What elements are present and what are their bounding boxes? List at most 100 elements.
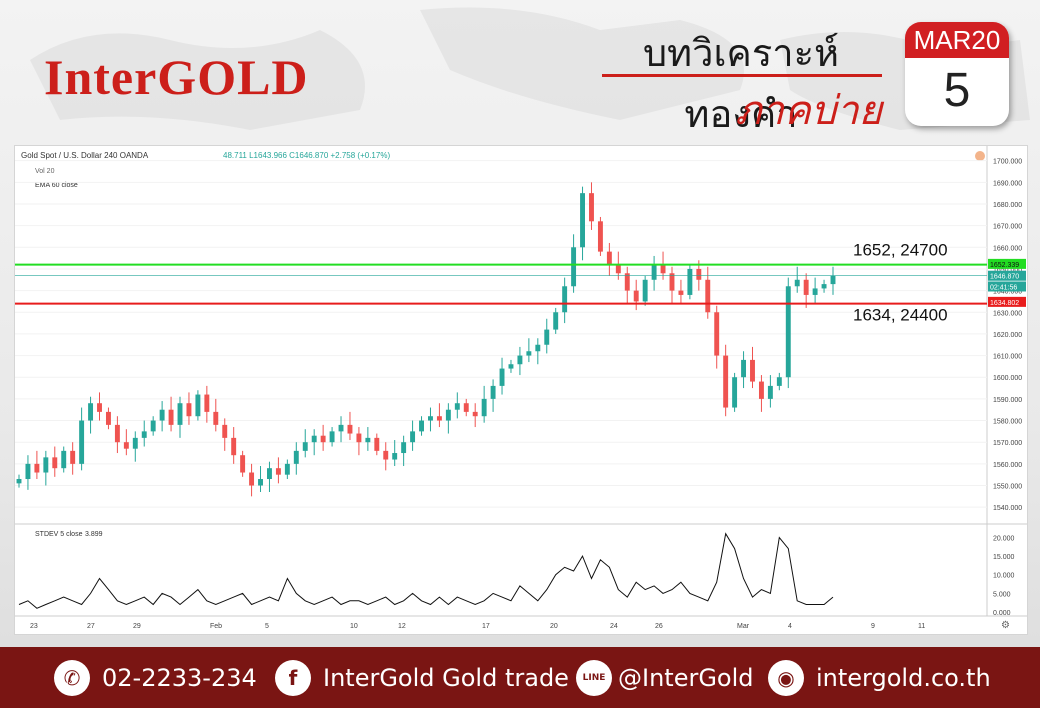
candle-body	[320, 435, 326, 443]
title-divider	[602, 74, 882, 77]
candle-body	[499, 368, 505, 386]
candle-body	[454, 403, 460, 410]
price-tick-label: 1630.000	[993, 310, 1022, 317]
time-tick-label: 26	[655, 623, 663, 630]
candle-body	[222, 424, 228, 438]
candle-body	[615, 264, 621, 274]
price-tick-label: 1650.000	[993, 267, 1022, 274]
stdev-tick-label: 10.000	[993, 573, 1015, 580]
candle-body	[705, 279, 711, 313]
symbol-label: Gold Spot / U.S. Dollar 240 OANDA	[21, 151, 149, 160]
candle-body	[240, 455, 246, 473]
candle-body	[642, 279, 648, 302]
stdev-tick-label: 5.000	[993, 591, 1011, 598]
chart-svg: Gold Spot / U.S. Dollar 240 OANDA 48.711…	[15, 146, 1027, 631]
price-tag-text: 1634.802	[990, 300, 1019, 307]
candle-body	[472, 411, 478, 417]
candle-body	[16, 479, 22, 484]
globe-icon: ◉	[768, 659, 804, 696]
stdev-tick-label: 0.000	[993, 610, 1011, 617]
candle-body	[392, 453, 398, 460]
candle-body	[132, 437, 138, 449]
price-tick-label: 1690.000	[993, 180, 1022, 187]
settings-gear-icon[interactable]: ⚙	[1001, 620, 1010, 631]
line-text: @InterGold	[618, 663, 754, 692]
candle-body	[159, 409, 165, 421]
candle-body	[767, 385, 773, 399]
price-tick-label: 1700.000	[993, 159, 1022, 166]
calendar-icon: MAR20 5	[905, 22, 1009, 126]
candle-body	[758, 381, 764, 399]
candle-body	[231, 437, 237, 456]
candle-body	[490, 385, 496, 399]
candle-body	[338, 424, 344, 432]
candle-body	[141, 431, 147, 438]
time-tick-label: 12	[398, 623, 406, 630]
price-tick-label: 1550.000	[993, 484, 1022, 491]
analysis-title: บทวิเคราะห์ทองคำ	[642, 31, 840, 136]
price-tag	[988, 296, 1026, 307]
ohlc-readout: 48.711 L1643.966 C1646.870 +2.758 (+0.17…	[223, 151, 390, 160]
price-tag	[988, 270, 1026, 281]
candle-body	[302, 442, 308, 451]
time-tick-label: Mar	[737, 623, 750, 630]
candle-body	[97, 403, 102, 412]
stdev-tick-label: 20.000	[993, 535, 1015, 542]
candle-body	[687, 268, 693, 295]
price-tick-label: 1560.000	[993, 462, 1022, 469]
footer-facebook[interactable]: f InterGold Gold trade	[275, 647, 569, 708]
price-tick-label: 1580.000	[993, 419, 1022, 426]
candle-body	[150, 420, 156, 432]
candle-body	[329, 431, 335, 443]
phone-text: 02-2233-234	[102, 663, 257, 692]
session-subtitle: ภาคบ่าย	[735, 88, 882, 134]
stdev-label: STDEV 5 close	[35, 531, 83, 538]
candle-body	[410, 431, 416, 443]
price-tick-label: 1570.000	[993, 440, 1022, 447]
stdev-value: 3.899	[85, 531, 103, 538]
footer-phone[interactable]: ✆ 02-2233-234	[54, 647, 257, 708]
time-tick-label: 5	[265, 623, 269, 630]
candle-body	[52, 457, 58, 469]
alert-icon[interactable]	[975, 151, 985, 161]
time-tick-label: 20	[550, 623, 558, 630]
candle-body	[401, 442, 407, 454]
time-tick-label: 27	[87, 623, 95, 630]
candle-body	[43, 457, 49, 473]
price-tick-label: 1600.000	[993, 375, 1022, 382]
price-tick-label: 1620.000	[993, 332, 1022, 339]
candle-body	[275, 468, 281, 475]
footer-line[interactable]: LINE @InterGold	[576, 647, 754, 708]
footer-website[interactable]: ◉ intergold.co.th	[768, 647, 991, 708]
time-tick-label: 4	[788, 623, 792, 630]
candle-body	[669, 273, 675, 291]
price-tag-text: 1646.870	[990, 274, 1019, 281]
candle-body	[660, 264, 666, 274]
price-tag-text: 1652.339	[990, 262, 1019, 269]
candle-body	[785, 286, 791, 378]
time-tick-label: 17	[482, 623, 490, 630]
stdev-tick-label: 15.000	[993, 554, 1015, 561]
candle-body	[195, 394, 201, 417]
candle-body	[168, 409, 174, 425]
candle-body	[508, 364, 514, 369]
phone-icon: ✆	[54, 659, 90, 696]
candle-body	[365, 437, 371, 443]
candle-body	[177, 403, 183, 425]
candle-body	[803, 279, 809, 295]
candle-body	[88, 403, 94, 421]
candle-body	[293, 450, 299, 464]
candle-body	[812, 288, 818, 295]
calendar-day: 5	[943, 64, 971, 117]
line-icon: LINE	[576, 659, 612, 696]
candle-body	[732, 377, 738, 408]
price-tick-label: 1660.000	[993, 245, 1022, 252]
ema-indicator-label: EMA 60 close	[35, 182, 78, 189]
candle-body	[428, 416, 433, 421]
candle-body	[571, 247, 577, 287]
price-tick-label: 1680.000	[993, 202, 1022, 209]
price-tick-label: 1540.000	[993, 505, 1022, 512]
trading-chart: Gold Spot / U.S. Dollar 240 OANDA 48.711…	[14, 145, 1028, 635]
price-tick-label: 1610.000	[993, 354, 1022, 361]
candle-body	[535, 344, 541, 352]
